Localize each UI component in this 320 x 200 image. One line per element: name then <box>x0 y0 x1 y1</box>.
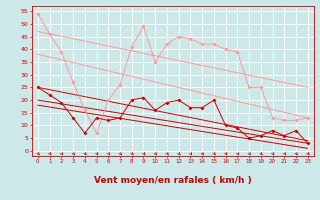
X-axis label: Vent moyen/en rafales ( km/h ): Vent moyen/en rafales ( km/h ) <box>94 176 252 185</box>
